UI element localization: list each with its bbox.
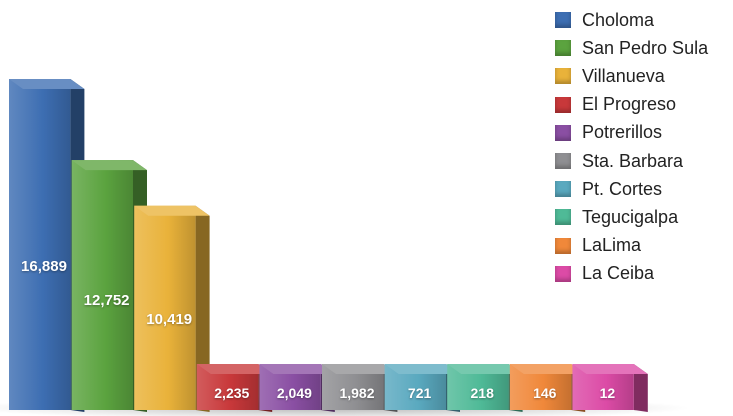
bar-top [71,160,147,171]
bar-top [134,205,210,216]
legend-item: Pt. Cortes [555,175,708,203]
legend-label: San Pedro Sula [582,37,709,58]
data-label: 146 [533,385,557,401]
legend-item: Sta. Barbara [555,147,708,175]
legend: Choloma San Pedro Sula Villanueva El Progre… [555,6,708,288]
legend-swatch [555,237,571,254]
data-label: 2,235 [214,385,249,401]
data-label: 16,889 [21,258,67,275]
legend-label: Tegucigalpa [582,206,679,227]
legend-item: El Progreso [555,91,708,119]
data-label: 721 [408,385,432,401]
bar-front [509,364,572,410]
legend-swatch [555,265,571,282]
bar-front [134,205,196,410]
legend-label: Potrerillos [582,122,663,143]
legend-item: Villanueva [555,62,708,90]
bar-side [633,364,648,412]
legend-item: La Ceiba [555,260,708,288]
legend-item: LaLima [555,232,708,260]
data-label: 10,419 [146,311,192,328]
bar-top [447,364,523,374]
bar-front [259,364,321,410]
bar-front [384,364,446,410]
bar-front [447,364,509,410]
bar-3: 10,419 [134,205,210,412]
legend-swatch [555,12,571,29]
legend-swatch [555,96,571,113]
legend-swatch [555,153,571,170]
data-label: 12,752 [84,292,130,309]
legend-label: Villanueva [582,65,665,86]
legend-swatch [555,124,571,141]
bar-10: 12 [572,364,648,412]
legend-swatch [555,68,571,85]
legend-item: San Pedro Sula [555,34,708,62]
legend-swatch [555,209,571,226]
legend-label: La Ceiba [582,263,655,284]
legend-label: Pt. Cortes [582,178,663,199]
bar-top [196,364,273,374]
bar-front [572,364,634,410]
data-label: 1,982 [339,385,374,401]
bar-top [259,364,335,374]
bar-front [196,364,259,410]
data-label: 12 [600,385,616,401]
legend-label: Sta. Barbara [582,150,684,171]
bar-top [509,364,586,374]
bar-front [9,79,71,410]
bar-side [195,205,210,412]
legend-item: Choloma [555,6,708,34]
legend-label: El Progreso [582,94,677,115]
legend-label: Choloma [582,9,655,30]
bar-front [322,364,384,410]
legend-swatch [555,40,571,57]
legend-item: Tegucigalpa [555,203,708,231]
bar-7: 721 [384,364,460,412]
legend-label: LaLima [582,235,642,256]
data-label: 218 [471,385,495,401]
data-label: 2,049 [277,385,312,401]
legend-swatch [555,181,571,198]
bar-top [9,79,85,89]
bar-top [572,364,648,374]
bar-top [322,364,398,374]
legend-item: Potrerillos [555,119,708,147]
bar-top [384,364,460,374]
bar-front [71,160,133,410]
